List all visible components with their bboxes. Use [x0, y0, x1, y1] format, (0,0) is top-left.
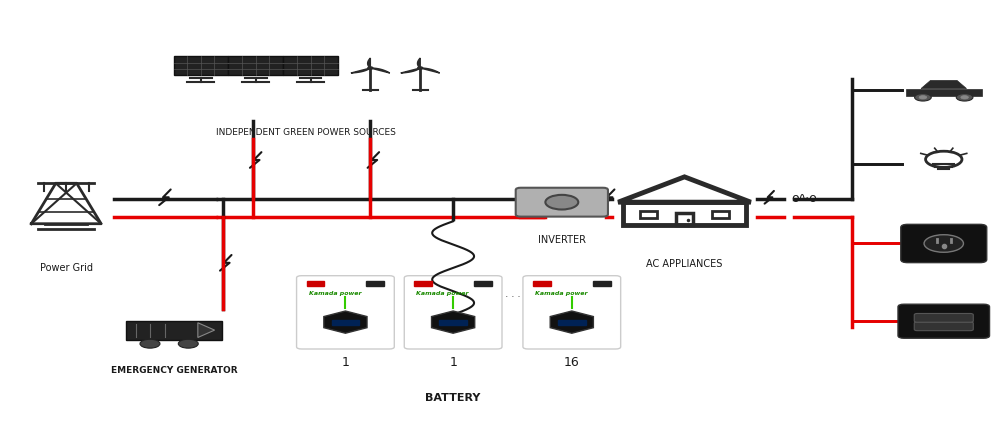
Polygon shape	[198, 323, 215, 337]
FancyBboxPatch shape	[523, 276, 621, 349]
Bar	[712, 211, 729, 218]
Bar	[593, 281, 611, 286]
Bar	[228, 56, 283, 75]
FancyBboxPatch shape	[914, 322, 973, 331]
Bar	[126, 320, 222, 340]
Polygon shape	[420, 68, 440, 73]
Bar	[439, 320, 467, 325]
Circle shape	[924, 235, 963, 252]
Circle shape	[919, 96, 927, 99]
Bar	[906, 89, 982, 96]
Text: Power Grid: Power Grid	[40, 263, 93, 274]
Circle shape	[178, 339, 198, 348]
Text: INDEPENDENT GREEN POWER SOURCES: INDEPENDENT GREEN POWER SOURCES	[216, 128, 395, 137]
Bar	[283, 56, 338, 75]
Bar	[332, 320, 359, 325]
FancyBboxPatch shape	[404, 276, 502, 349]
Bar	[414, 281, 432, 286]
Bar	[533, 281, 551, 286]
FancyBboxPatch shape	[914, 313, 973, 322]
Text: AC APPLIANCES: AC APPLIANCES	[646, 259, 723, 269]
Polygon shape	[368, 58, 370, 68]
Bar	[366, 281, 384, 286]
FancyBboxPatch shape	[297, 276, 394, 349]
Text: 16: 16	[564, 356, 580, 369]
Text: INVERTER: INVERTER	[538, 236, 586, 245]
Text: Kamada power: Kamada power	[535, 291, 588, 296]
Bar	[640, 211, 657, 218]
FancyBboxPatch shape	[901, 224, 987, 263]
Circle shape	[418, 67, 423, 69]
Circle shape	[956, 93, 973, 101]
Circle shape	[140, 339, 160, 348]
Circle shape	[545, 195, 578, 210]
Text: 1: 1	[449, 356, 457, 369]
Circle shape	[961, 96, 968, 99]
Text: 1: 1	[341, 356, 349, 369]
Polygon shape	[921, 80, 967, 89]
Circle shape	[368, 67, 373, 69]
FancyBboxPatch shape	[516, 188, 608, 217]
Text: · · · · · · ·: · · · · · · ·	[493, 292, 533, 302]
Bar	[307, 281, 324, 286]
Polygon shape	[401, 68, 420, 73]
Text: BATTERY: BATTERY	[425, 393, 481, 403]
Text: Kamada power: Kamada power	[309, 291, 361, 296]
Bar	[676, 213, 693, 225]
Bar	[474, 281, 492, 286]
FancyBboxPatch shape	[898, 304, 990, 338]
Polygon shape	[550, 311, 593, 333]
Polygon shape	[432, 311, 475, 333]
Bar	[558, 320, 586, 325]
Polygon shape	[324, 311, 367, 333]
Text: EMERGENCY GENERATOR: EMERGENCY GENERATOR	[111, 366, 237, 375]
Circle shape	[915, 93, 931, 101]
Bar	[623, 202, 746, 225]
Text: o∿o: o∿o	[791, 192, 817, 205]
Polygon shape	[370, 68, 390, 73]
Text: Kamada power: Kamada power	[416, 291, 469, 296]
Polygon shape	[417, 58, 420, 68]
Polygon shape	[351, 68, 370, 73]
Bar	[174, 56, 228, 75]
